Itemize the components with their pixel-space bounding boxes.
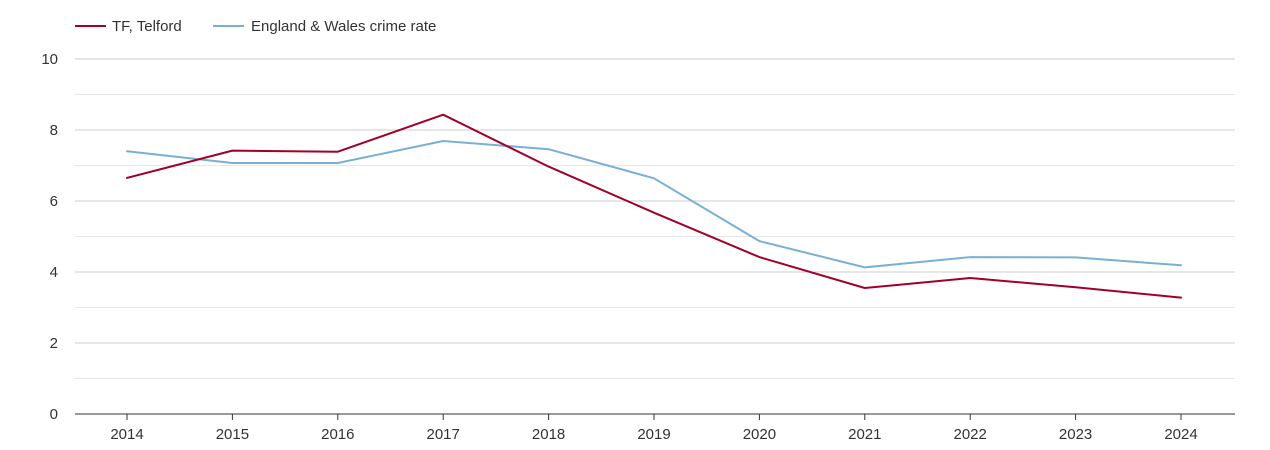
x-tick-label: 2015: [216, 426, 249, 443]
x-tick-label: 2019: [637, 426, 670, 443]
y-tick-label: 6: [50, 193, 58, 210]
x-tick-label: 2020: [743, 426, 776, 443]
y-axis-ticks: 0 2 4 6 8 10: [41, 51, 58, 423]
x-tick-label: 2022: [954, 426, 987, 443]
x-tick-label: 2023: [1059, 426, 1092, 443]
y-tick-label: 4: [50, 264, 58, 281]
legend-label-telford: TF, Telford: [112, 18, 182, 35]
legend-label-england-wales: England & Wales crime rate: [251, 18, 436, 35]
legend: TF, Telford England & Wales crime rate: [75, 18, 436, 35]
gridlines: [75, 58, 1235, 379]
x-axis-ticks: 2014 2015 2016 2017 2018 2019 2020 2021 2022 2023…: [110, 414, 1198, 443]
x-tick-label: 2017: [427, 426, 460, 443]
x-tick-label: 2016: [321, 426, 354, 443]
x-tick-label: 2018: [532, 426, 565, 443]
x-tick-label: 2014: [110, 426, 143, 443]
series-lines: [126, 113, 1182, 299]
y-tick-label: 10: [41, 51, 58, 68]
series-line-england-wales: [126, 140, 1182, 269]
y-tick-label: 0: [50, 406, 58, 423]
y-tick-label: 8: [50, 122, 58, 139]
y-tick-label: 2: [50, 335, 58, 352]
x-tick-label: 2021: [848, 426, 881, 443]
series-line-telford: [126, 113, 1182, 299]
x-tick-label: 2024: [1164, 426, 1197, 443]
